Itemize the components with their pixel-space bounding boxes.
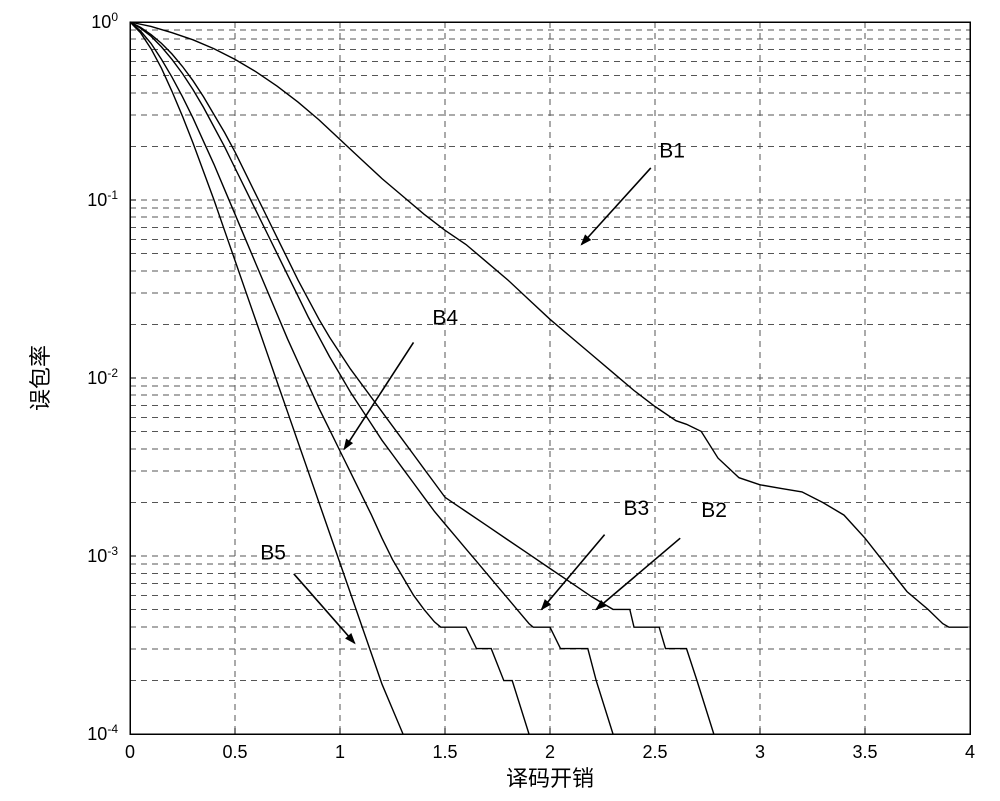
xtick-label: 0.5: [222, 742, 247, 762]
anno-label-B5: B5: [260, 542, 286, 565]
anno-arrow-head: [344, 439, 352, 449]
ytick-label: 10-3: [87, 544, 118, 566]
xtick-label: 2.5: [642, 742, 667, 762]
anno-label-B4: B4: [432, 307, 458, 330]
xtick-label: 3: [755, 742, 765, 762]
ytick-label: 10-1: [87, 188, 118, 210]
xtick-label: 0: [125, 742, 135, 762]
anno-arrow: [344, 342, 413, 449]
anno-label-B1: B1: [659, 139, 685, 162]
xtick-label: 1.5: [432, 742, 457, 762]
y-axis-title: 误包率: [28, 345, 53, 411]
xtick-label: 1: [335, 742, 345, 762]
chart-container: 0 0.5 1 1.5 2 2.5 3 3.5 4 译码开销 100 10-1 10-2 10-3 10-4…: [10, 10, 990, 791]
anno-arrow: [596, 538, 680, 609]
anno-label-B2: B2: [701, 499, 727, 522]
xtick-label: 4: [965, 742, 975, 762]
xtick-label: 2: [545, 742, 555, 762]
xtick-label: 3.5: [852, 742, 877, 762]
anno-arrow: [582, 168, 651, 245]
x-axis-title: 译码开销: [506, 766, 594, 791]
ytick-label: 100: [91, 10, 118, 32]
ytick-label: 10-2: [87, 366, 118, 388]
anno-label-B3: B3: [624, 497, 650, 520]
ytick-label: 10-4: [87, 722, 118, 744]
chart-svg: 0 0.5 1 1.5 2 2.5 3 3.5 4 译码开销 100 10-1 10-2 10-3 10-4…: [10, 10, 990, 791]
anno-arrow: [294, 574, 355, 643]
